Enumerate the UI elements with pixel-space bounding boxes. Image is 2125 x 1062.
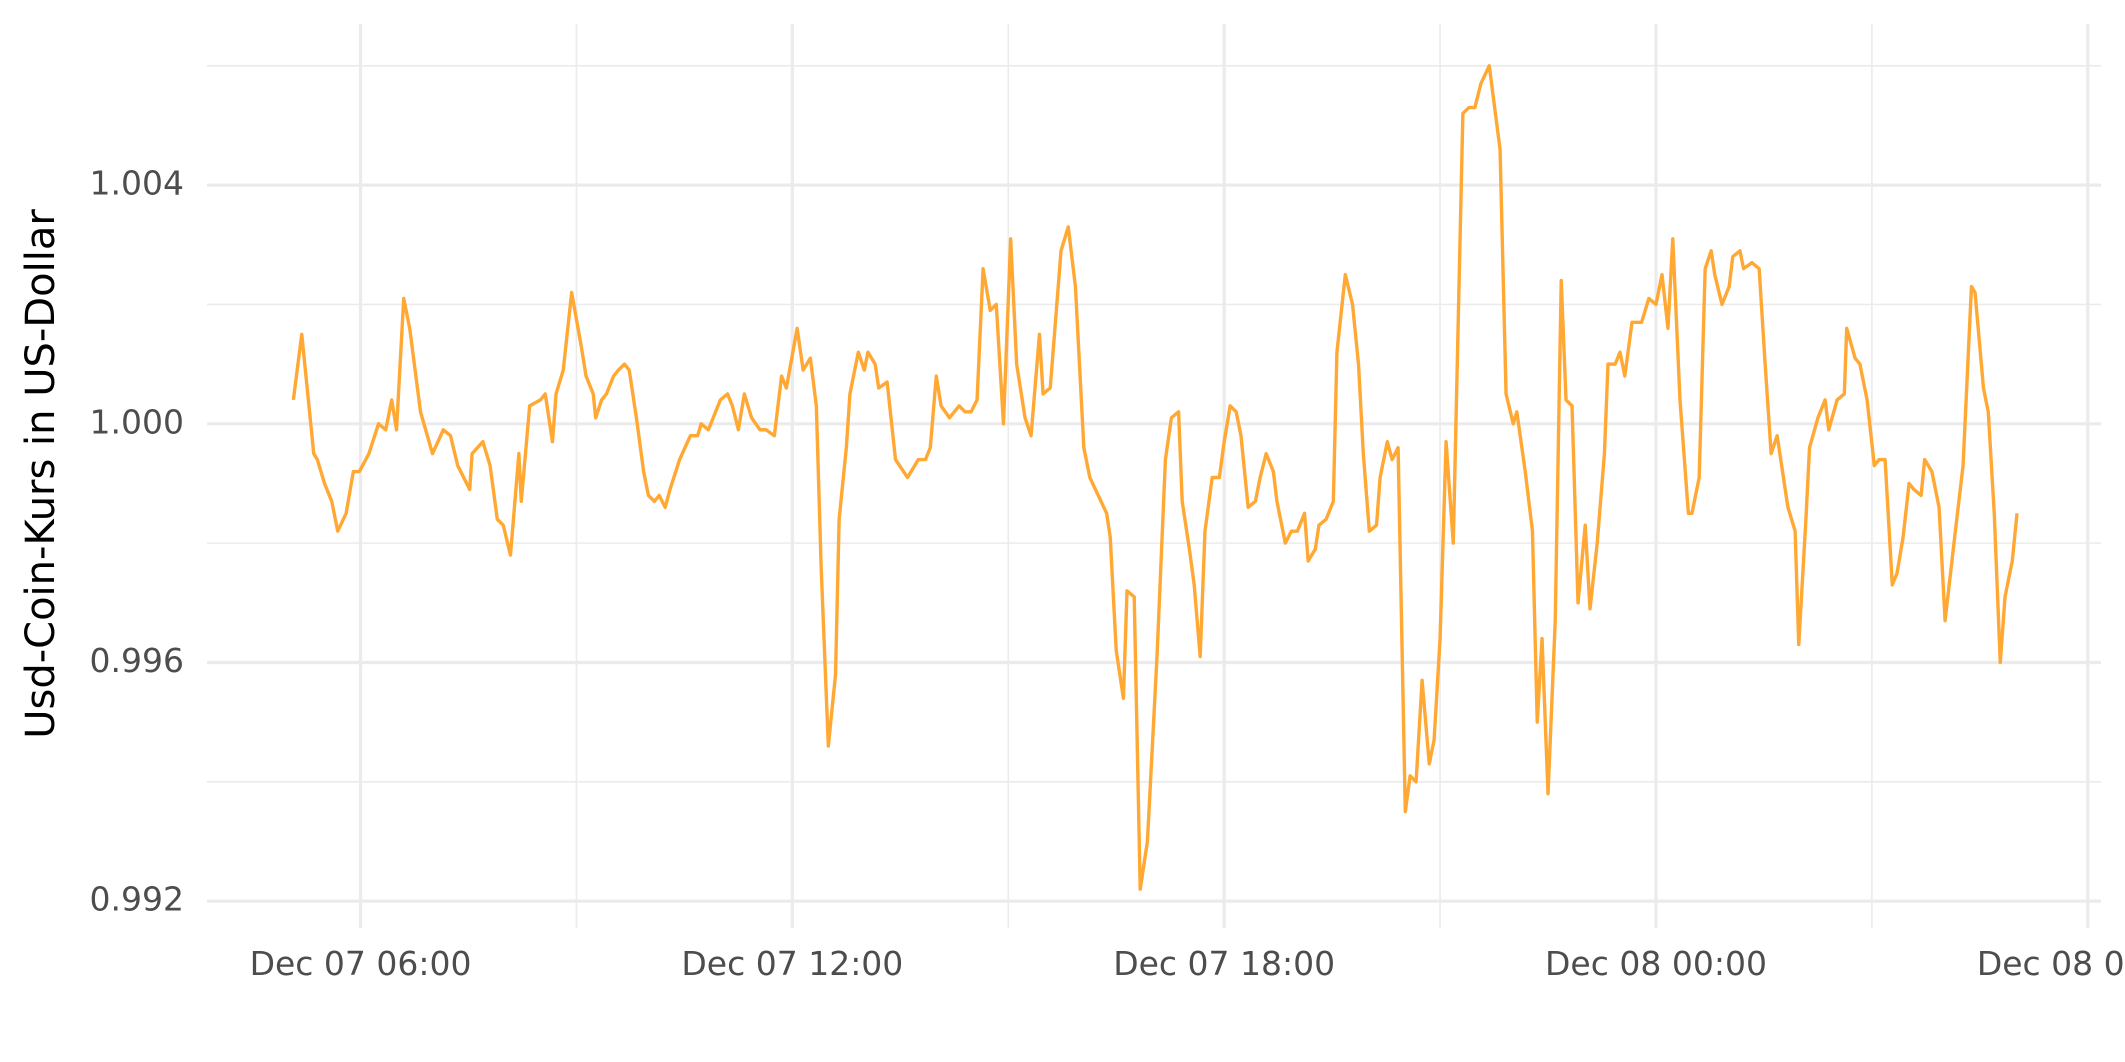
x-tick-label: Dec 07 18:00 xyxy=(1113,944,1335,983)
x-tick-label: Dec 07 12:00 xyxy=(681,944,903,983)
data-line xyxy=(291,64,2019,891)
y-tick-label: 0.996 xyxy=(90,641,184,680)
y-axis-title: Usd-Coin-Kurs in US-Dollar xyxy=(18,209,64,739)
x-tick-label: Dec 07 06:00 xyxy=(250,944,472,983)
y-tick-label: 0.992 xyxy=(90,880,184,919)
y-tick-label: 1.000 xyxy=(90,402,184,441)
x-tick-label: Dec 08 00:00 xyxy=(1545,944,1767,983)
y-tick-label: 1.004 xyxy=(90,164,184,203)
x-tick-label: Dec 08 06:00 xyxy=(1977,944,2125,983)
